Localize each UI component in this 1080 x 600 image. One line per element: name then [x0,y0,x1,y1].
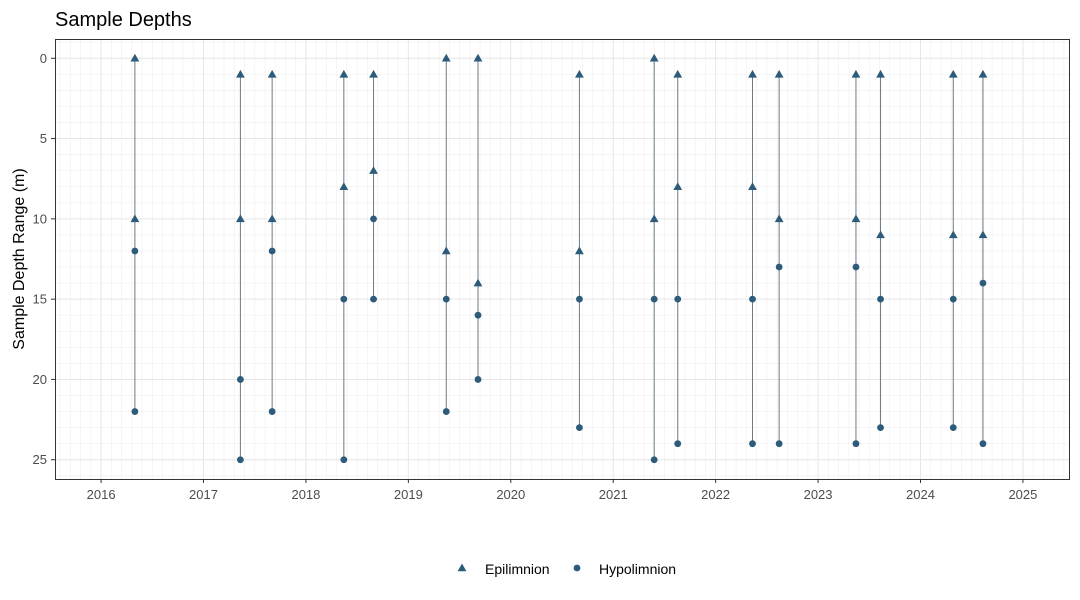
hypolimnion-point [852,440,860,448]
hypolimnion-point [674,295,682,303]
hypolimnion-point [949,295,957,303]
x-tick-label: 2020 [496,487,525,502]
hypolimnion-point [877,295,884,303]
y-axis-title: Sample Depth Range (m) [11,168,28,349]
epilimnion-point [473,278,483,287]
hypolimnion-point [370,295,377,303]
y-tick-label: 0 [40,51,47,66]
epilimnion-point [575,246,584,255]
hypolimnion-point [370,215,377,223]
depth-range-lines [134,58,984,460]
x-tick-label: 2025 [1008,487,1037,502]
hypolimnion-point [576,424,583,432]
hypolimnion-point [268,247,276,255]
hypolimnion-point [236,376,244,383]
epilimnion-point [748,182,757,190]
epilimnion-point [441,246,451,255]
hypolimnion-point [979,279,987,287]
x-tick-label: 2016 [87,487,116,502]
hypolimnion-point [474,376,482,383]
x-tick-label: 2017 [189,487,218,502]
epilimnion-point [130,214,140,223]
hypolimnion-point [576,295,583,303]
y-tick-label: 20 [33,372,47,387]
epilimnion-point [235,69,245,78]
y-tick-label: 5 [40,131,47,146]
hypolimnion-point [650,456,658,464]
hypolimnion-point [474,311,482,319]
epilimnion-point [948,69,958,78]
legend-key-hypolimnion [573,564,581,572]
epilimnion-point [876,230,885,239]
epilimnion-point [130,53,140,62]
hypolimnion-point [442,295,450,303]
epilimnion-point [978,230,988,239]
epilimnion-point [876,69,885,78]
plot-panel-border [55,39,1070,480]
epilimnion-point [851,69,861,78]
hypolimnion-point [236,456,244,464]
data-points [130,53,988,464]
epilimnion-point [748,69,757,78]
x-tick-label: 2024 [906,487,935,502]
hypolimnion-point [775,440,783,448]
legend-circle-icon [573,564,581,572]
epilimnion-point [774,69,784,78]
epilimnion-point [673,69,683,78]
legend: Epilimnion Hypolimnion [457,561,676,577]
epilimnion-point [649,53,659,62]
hypolimnion-point [949,424,957,432]
hypolimnion-point [650,295,658,303]
epilimnion-point [267,214,277,223]
epilimnion-point [948,230,958,239]
y-tick-label: 15 [33,292,47,307]
epilimnion-point [369,69,378,78]
epilimnion-point [575,69,584,78]
x-axis: 2016 2017 2018 2019 2020 2021 2022 2023 2024 2025 [87,479,1037,502]
legend-triangle-icon [457,563,467,572]
epilimnion-point [851,214,861,223]
epilimnion-point [441,53,451,62]
hypolimnion-point [340,295,348,303]
epilimnion-point [369,166,378,174]
epilimnion-point [673,182,683,190]
hypolimnion-point [749,295,756,303]
y-axis: 0 5 10 15 20 25 [33,51,55,467]
y-tick-label: 10 [33,211,47,226]
hypolimnion-point [877,424,884,432]
x-tick-label: 2021 [599,487,628,502]
hypolimnion-point [775,263,783,271]
epilimnion-point [339,182,349,190]
hypolimnion-point [442,408,450,415]
epilimnion-point [235,214,245,223]
legend-label: Hypolimnion [599,561,676,577]
epilimnion-point [473,53,483,62]
legend-key-epilimnion [457,563,467,572]
x-tick-label: 2019 [394,487,423,502]
x-tick-label: 2022 [701,487,730,502]
hypolimnion-point [340,456,348,464]
legend-label: Epilimnion [485,561,550,577]
x-tick-label: 2023 [804,487,833,502]
hypolimnion-point [268,408,276,415]
hypolimnion-point [852,263,860,271]
hypolimnion-point [131,408,139,415]
hypolimnion-point [674,440,682,448]
epilimnion-point [649,214,659,223]
grid [55,39,1069,479]
epilimnion-point [774,214,784,223]
hypolimnion-point [979,440,987,448]
epilimnion-point [339,69,349,78]
chart-title: Sample Depths [55,9,192,31]
hypolimnion-point [131,247,139,255]
epilimnion-point [267,69,277,78]
hypolimnion-point [749,440,756,448]
epilimnion-point [978,69,988,78]
x-tick-label: 2018 [291,487,320,502]
y-tick-label: 25 [33,452,47,467]
